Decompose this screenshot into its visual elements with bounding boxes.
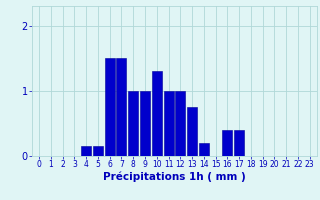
Bar	[152, 71, 162, 156]
Bar	[116, 58, 126, 156]
Bar	[222, 130, 232, 156]
Bar	[93, 146, 103, 156]
Bar	[164, 91, 173, 156]
Bar	[140, 91, 150, 156]
Bar	[128, 91, 138, 156]
X-axis label: Précipitations 1h ( mm ): Précipitations 1h ( mm )	[103, 172, 246, 182]
Bar	[187, 107, 197, 156]
Bar	[234, 130, 244, 156]
Bar	[105, 58, 115, 156]
Bar	[175, 91, 185, 156]
Bar	[81, 146, 91, 156]
Bar	[199, 143, 209, 156]
